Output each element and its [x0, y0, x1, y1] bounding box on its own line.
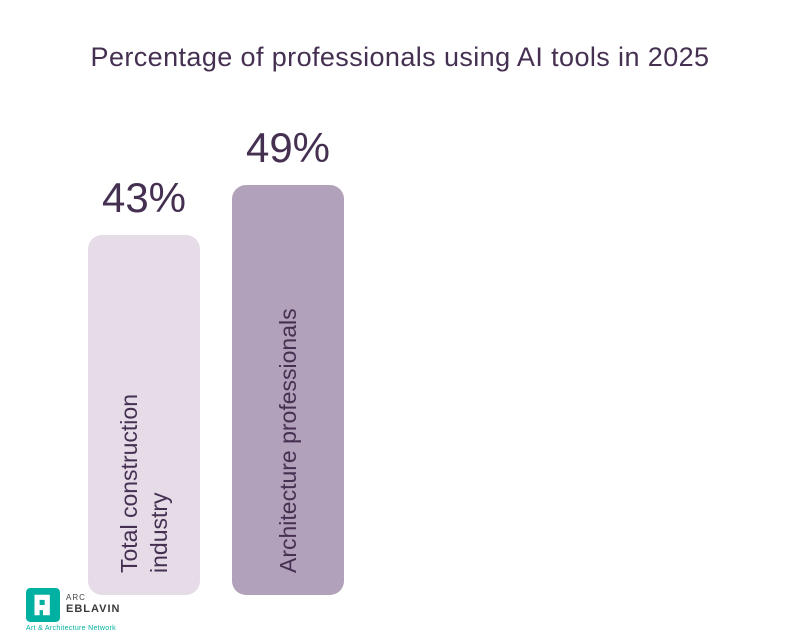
brand-logo: ARC EBLAVIN Art & Architecture Network	[26, 588, 120, 632]
bar-column-total-construction: 43% Total construction industry	[88, 177, 200, 595]
bar-total-construction: Total construction industry	[88, 235, 200, 595]
brand-logo-name: ARC EBLAVIN	[66, 593, 121, 616]
bar-value-label: 43%	[101, 174, 187, 221]
brand-logo-row: ARC EBLAVIN	[26, 588, 120, 622]
brand-logo-icon	[26, 588, 60, 622]
brand-name-line2: EBLAVIN	[66, 602, 121, 615]
category-line: industry	[146, 492, 172, 573]
brand-name-line1: ARC	[66, 593, 86, 602]
bar-category-label: Architecture professionals	[273, 183, 303, 595]
bar-column-architecture: 49% Architecture professionals	[232, 127, 344, 595]
chart-title: Percentage of professionals using AI too…	[90, 42, 710, 72]
category-line: Architecture professionals	[275, 308, 301, 573]
brand-tagline: Art & Architecture Network	[26, 625, 116, 632]
bar-architecture: Architecture professionals	[232, 185, 344, 595]
bar-value-label: 49%	[245, 124, 331, 171]
bar-category-label: Total construction industry	[114, 233, 174, 595]
category-line: Total construction	[116, 394, 142, 573]
